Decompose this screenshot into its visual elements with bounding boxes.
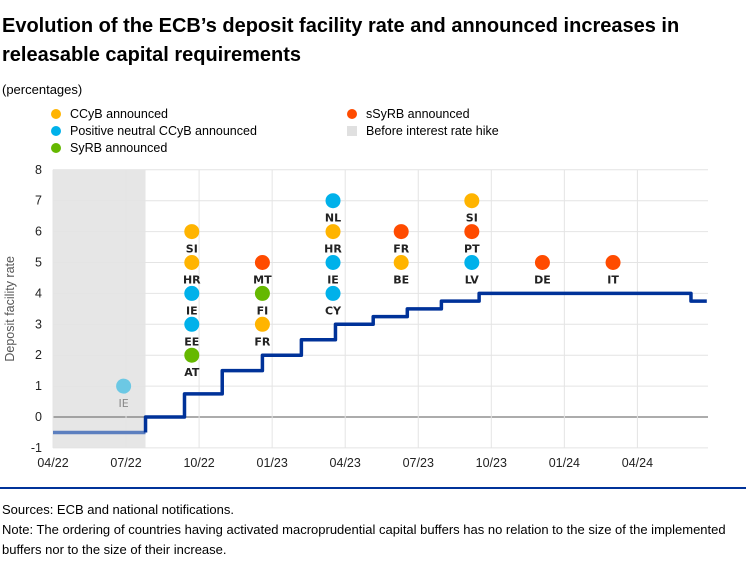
point-ssyrb xyxy=(534,255,550,270)
x-tick-label: 04/23 xyxy=(330,456,361,470)
point-label: FI xyxy=(257,304,269,317)
point-label: IT xyxy=(607,274,619,287)
point-syrb xyxy=(254,285,270,301)
y-axis-label: Deposit facility rate xyxy=(3,256,17,362)
x-tick-label: 04/22 xyxy=(37,456,68,470)
legend-label: CCyB announced xyxy=(70,107,168,121)
point-ssyrb xyxy=(464,224,480,240)
x-tick-label: 07/22 xyxy=(110,456,141,470)
y-tick-label: 4 xyxy=(35,286,42,300)
chart-title: Evolution of the ECB’s deposit facility … xyxy=(2,15,680,66)
point-label: NL xyxy=(325,212,341,225)
point-label: EE xyxy=(184,335,199,348)
point-label: SI xyxy=(186,243,198,256)
point-ccyb xyxy=(184,255,200,270)
sources-text: Sources: ECB and national notifications. xyxy=(2,502,234,517)
point-pnccyb xyxy=(325,285,341,301)
legend-marker-icon xyxy=(347,126,357,136)
point-label: BE xyxy=(393,274,409,287)
point-ssyrb xyxy=(393,224,409,240)
y-tick-label: 7 xyxy=(35,194,42,208)
legend-ssyrb: sSyRB announced xyxy=(347,107,470,121)
footnotes: Sources: ECB and national notifications.… xyxy=(2,500,742,560)
point-label: LV xyxy=(465,274,479,287)
legend-marker-icon xyxy=(51,126,61,136)
point-pnccyb xyxy=(184,316,200,332)
point-label: CY xyxy=(325,304,342,317)
point-ccyb xyxy=(464,193,480,209)
x-tick-label: 07/23 xyxy=(403,456,434,470)
point-label: AT xyxy=(184,366,200,379)
point-ccyb xyxy=(184,224,200,240)
divider xyxy=(0,487,746,489)
x-tick-label: 01/23 xyxy=(257,456,288,470)
y-tick-label: 3 xyxy=(35,317,42,331)
point-ssyrb xyxy=(254,255,270,270)
legend-shade: Before interest rate hike xyxy=(347,124,499,138)
point-label: DE xyxy=(534,274,551,287)
point-pnccyb_pre xyxy=(116,378,132,394)
y-tick-label: 0 xyxy=(35,410,42,424)
point-label: HR xyxy=(324,243,342,256)
point-label: FR xyxy=(393,243,410,256)
unit-label: (percentages) xyxy=(2,82,83,97)
y-tick-label: 8 xyxy=(35,163,42,177)
point-label: IE xyxy=(186,304,198,317)
point-syrb xyxy=(184,347,200,363)
legend-label: Before interest rate hike xyxy=(366,124,499,138)
y-tick-label: 1 xyxy=(35,379,42,393)
point-label: HR xyxy=(183,274,201,287)
legend-label: sSyRB announced xyxy=(366,107,470,121)
point-label: FR xyxy=(254,335,271,348)
point-label: IE xyxy=(119,397,129,410)
shaded-region xyxy=(53,169,146,448)
y-tick-label: 5 xyxy=(35,256,42,270)
x-tick-label: 01/24 xyxy=(549,456,580,470)
legend-label: SyRB announced xyxy=(70,141,168,155)
point-pnccyb xyxy=(184,285,200,301)
x-tick-label: 10/23 xyxy=(476,456,507,470)
legend-pnccyb: Positive neutral CCyB announced xyxy=(51,124,257,138)
point-ccyb xyxy=(325,224,341,240)
point-pnccyb xyxy=(325,255,341,270)
legend-marker-icon xyxy=(51,143,61,153)
legend-syrb: SyRB announced xyxy=(51,141,167,155)
point-ssyrb xyxy=(605,255,621,270)
rate-line xyxy=(143,291,707,433)
legend-marker-icon xyxy=(51,109,61,119)
point-ccyb xyxy=(254,316,270,332)
y-tick-label: -1 xyxy=(31,441,42,455)
legend-label: Positive neutral CCyB announced xyxy=(70,124,257,138)
y-tick-label: 6 xyxy=(35,225,42,239)
point-pnccyb xyxy=(325,193,341,209)
x-tick-label: 10/22 xyxy=(183,456,214,470)
point-label: PT xyxy=(464,243,480,256)
point-label: SI xyxy=(466,212,478,225)
chart-plot: -1 0 1 2 3 4 5 6 7 8 04/22 07/22 10/22 01/23 04/23 07/2… xyxy=(3,163,708,470)
point-pnccyb xyxy=(464,255,480,270)
note-text: Note: The ordering of countries having a… xyxy=(2,522,726,557)
y-tick-label: 2 xyxy=(35,348,42,362)
point-label: IE xyxy=(327,274,339,287)
legend-ccyb: CCyB announced xyxy=(51,107,168,121)
point-ccyb xyxy=(393,255,409,270)
x-tick-label: 04/24 xyxy=(622,456,653,470)
point-label: MT xyxy=(253,274,272,287)
legend-marker-icon xyxy=(347,109,357,119)
